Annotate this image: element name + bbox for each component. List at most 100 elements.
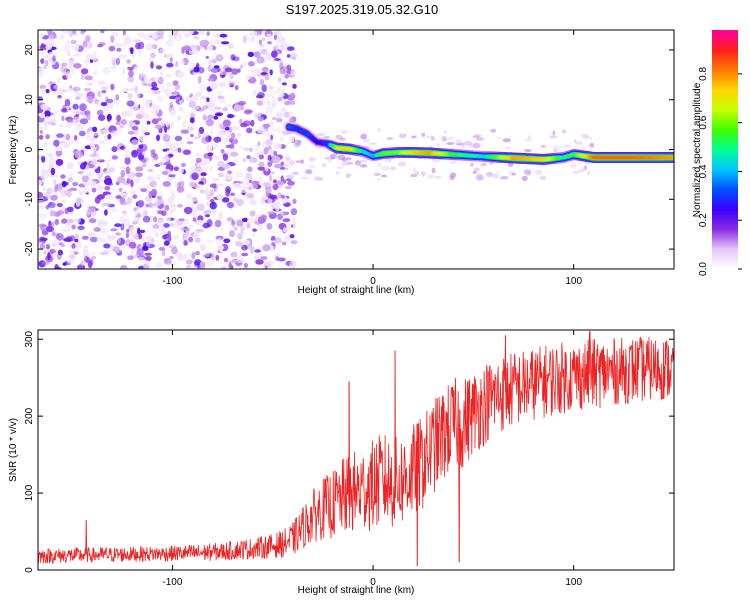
y-tick-label: 0 [24, 146, 35, 152]
noise-blob [211, 143, 220, 150]
noise-blob [56, 253, 62, 260]
noise-blob [157, 76, 164, 85]
noise-blob [125, 110, 134, 117]
noise-blob [148, 56, 154, 62]
noise-blob [85, 114, 91, 121]
noise-blob [260, 199, 265, 206]
noise-blob [195, 220, 201, 226]
noise-blob [124, 150, 131, 159]
noise-blob [83, 58, 90, 65]
noise-blob [183, 206, 193, 215]
noise-blob [66, 162, 74, 170]
noise-blob [224, 126, 230, 131]
noise-blob [190, 166, 196, 173]
noise-blob [97, 157, 103, 161]
noise-blob [173, 166, 179, 171]
noise-blob [192, 210, 197, 219]
noise-blob [52, 238, 60, 247]
halo-blob [360, 159, 368, 162]
noise-blob [137, 199, 145, 207]
noise-blob [258, 39, 262, 45]
noise-blob [270, 95, 275, 102]
signal-track-point [361, 150, 365, 153]
noise-blob [136, 135, 141, 140]
noise-blob [140, 127, 148, 133]
noise-blob [120, 119, 128, 126]
noise-blob [190, 265, 197, 269]
halo-blob [321, 162, 327, 168]
noise-blob [163, 223, 170, 228]
noise-blob [158, 199, 165, 204]
noise-blob [59, 189, 66, 198]
noise-blob [53, 266, 62, 269]
noise-blob [206, 239, 215, 243]
noise-blob [273, 163, 283, 169]
noise-blob [221, 41, 230, 45]
noise-blob [122, 218, 131, 227]
noise-blob [84, 75, 93, 81]
noise-blob [257, 30, 263, 35]
noise-blob [119, 165, 126, 170]
noise-blob [209, 106, 215, 114]
noise-blob [88, 96, 93, 104]
noise-blob [163, 240, 170, 246]
noise-blob [48, 156, 55, 165]
noise-blob [86, 203, 90, 208]
noise-blob [64, 133, 68, 140]
noise-blob [97, 162, 101, 167]
noise-blob [160, 85, 167, 93]
noise-blob [187, 224, 195, 228]
halo-blob [473, 167, 480, 172]
noise-blob [82, 48, 90, 52]
noise-blob [273, 253, 281, 258]
noise-blob [267, 154, 272, 161]
halo-blob [577, 169, 585, 173]
noise-blob [212, 58, 217, 64]
noise-blob [88, 232, 95, 238]
noise-blob [93, 150, 97, 157]
noise-blob [101, 90, 107, 94]
noise-blob [241, 244, 248, 251]
noise-blob [140, 135, 144, 142]
noise-blob [131, 139, 139, 145]
noise-blob [230, 259, 238, 264]
noise-blob [257, 216, 265, 225]
noise-blob [145, 43, 154, 51]
noise-blob [210, 68, 219, 73]
noise-blob [261, 84, 268, 93]
noise-blob [246, 155, 251, 160]
noise-blob [40, 213, 48, 221]
noise-blob [80, 260, 85, 266]
noise-blob [280, 175, 284, 182]
halo-blob [390, 166, 396, 171]
noise-blob [277, 96, 283, 102]
noise-blob [262, 142, 268, 149]
noise-blob [56, 202, 63, 208]
colorbar: 0.0 0.2 0.4 0.6 0.8 Normalized spectral ampl… [692, 30, 742, 276]
snr-background [38, 330, 674, 570]
noise-blob [132, 39, 141, 43]
noise-blob [265, 188, 273, 193]
noise-blob [136, 113, 143, 120]
halo-blob [337, 154, 346, 160]
noise-blob [122, 212, 128, 217]
halo-blob [469, 162, 475, 167]
noise-blob [119, 201, 128, 206]
noise-blob [96, 109, 104, 116]
noise-blob [174, 84, 181, 90]
halo-blob [486, 172, 494, 178]
noise-blob [278, 36, 286, 44]
noise-blob [219, 123, 224, 129]
noise-blob [45, 115, 50, 121]
halo-blob [340, 162, 348, 165]
noise-blob [257, 161, 265, 167]
noise-blob [237, 101, 246, 106]
noise-blob [126, 178, 131, 184]
noise-blob [145, 184, 150, 189]
halo-blob [472, 135, 480, 139]
noise-blob [252, 228, 257, 232]
noise-blob [87, 207, 96, 213]
halo-blob [552, 130, 556, 136]
noise-blob [38, 223, 46, 228]
noise-blob [47, 187, 53, 195]
